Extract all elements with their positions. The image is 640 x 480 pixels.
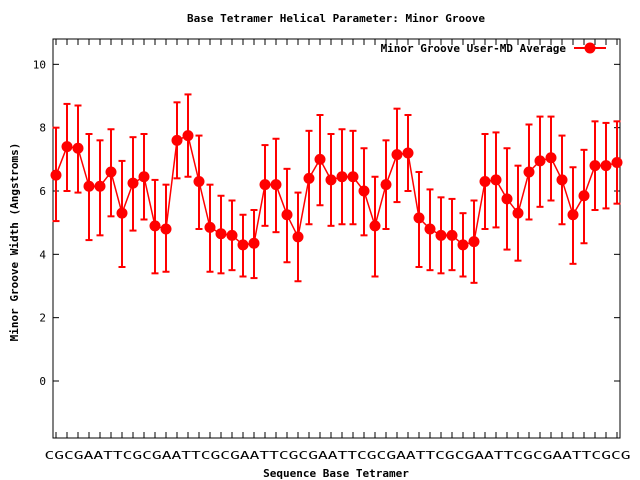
data-point	[61, 141, 73, 153]
data-point	[116, 207, 128, 219]
chart-title: Base Tetramer Helical Parameter: Minor G…	[187, 12, 485, 25]
data-point	[523, 166, 535, 178]
data-point	[314, 153, 326, 165]
data-point	[347, 171, 359, 183]
data-point	[138, 171, 150, 183]
legend: Minor Groove User-MD Average	[381, 42, 606, 55]
x-axis: CGCGAATTCGCGAATTCGCGAATTCGCGAATTCGCGAATT…	[45, 39, 631, 462]
data-point	[556, 174, 568, 186]
data-point	[369, 220, 381, 232]
data-point	[336, 171, 348, 183]
data-point	[50, 169, 62, 181]
data-point	[589, 160, 601, 172]
data-point	[545, 152, 557, 164]
data-point	[193, 176, 205, 187]
data-point	[83, 180, 95, 192]
data-point	[325, 174, 337, 186]
data-point	[567, 209, 579, 221]
y-tick-label: 0	[39, 375, 46, 388]
series-layer	[50, 93, 623, 284]
data-point	[380, 179, 392, 191]
data-point	[490, 174, 502, 186]
data-point	[94, 180, 106, 192]
data-point	[160, 223, 172, 235]
legend-label: Minor Groove User-MD Average	[381, 42, 567, 55]
plot-frame	[52, 38, 621, 439]
data-point	[149, 220, 161, 232]
data-point	[424, 223, 436, 235]
data-point	[248, 237, 260, 249]
data-point	[501, 193, 513, 205]
data-point	[237, 239, 249, 251]
data-point	[72, 142, 84, 154]
data-point	[226, 229, 238, 241]
data-point	[281, 209, 293, 221]
data-point	[391, 149, 403, 161]
y-tick-label: 8	[39, 122, 46, 135]
data-point	[215, 228, 227, 240]
data-point	[259, 179, 271, 191]
y-tick-label: 10	[33, 58, 46, 71]
data-point	[479, 176, 491, 187]
data-point	[611, 157, 623, 168]
y-axis: 0 2 4 6 8 10	[33, 58, 620, 388]
data-point	[468, 236, 480, 248]
data-point	[435, 229, 447, 241]
data-point	[413, 212, 425, 224]
x-tick-labels: CGCGAATTCGCGAATTCGCGAATTCGCGAATTCGCGAATT…	[45, 449, 631, 462]
y-tick-label: 2	[39, 312, 46, 325]
data-point	[270, 179, 282, 191]
data-point	[182, 130, 194, 142]
data-point	[578, 190, 590, 202]
data-point	[292, 231, 304, 243]
data-point	[457, 239, 469, 251]
series-line	[55, 134, 618, 246]
data-point	[204, 221, 216, 233]
legend-marker	[584, 42, 596, 54]
y-tick-label: 4	[39, 248, 46, 261]
x-axis-label: Sequence Base Tetramer	[263, 467, 409, 480]
data-point	[127, 177, 139, 189]
y-axis-label: Minor Groove Width (Angstroms)	[8, 143, 21, 342]
data-point	[402, 147, 414, 159]
data-point	[358, 185, 370, 197]
data-point	[600, 160, 612, 172]
data-point	[171, 134, 183, 146]
data-point	[303, 172, 315, 184]
y-tick-label: 6	[39, 185, 46, 198]
data-point	[446, 229, 458, 241]
data-point	[512, 207, 524, 219]
data-point	[105, 166, 117, 178]
data-point	[534, 155, 546, 167]
